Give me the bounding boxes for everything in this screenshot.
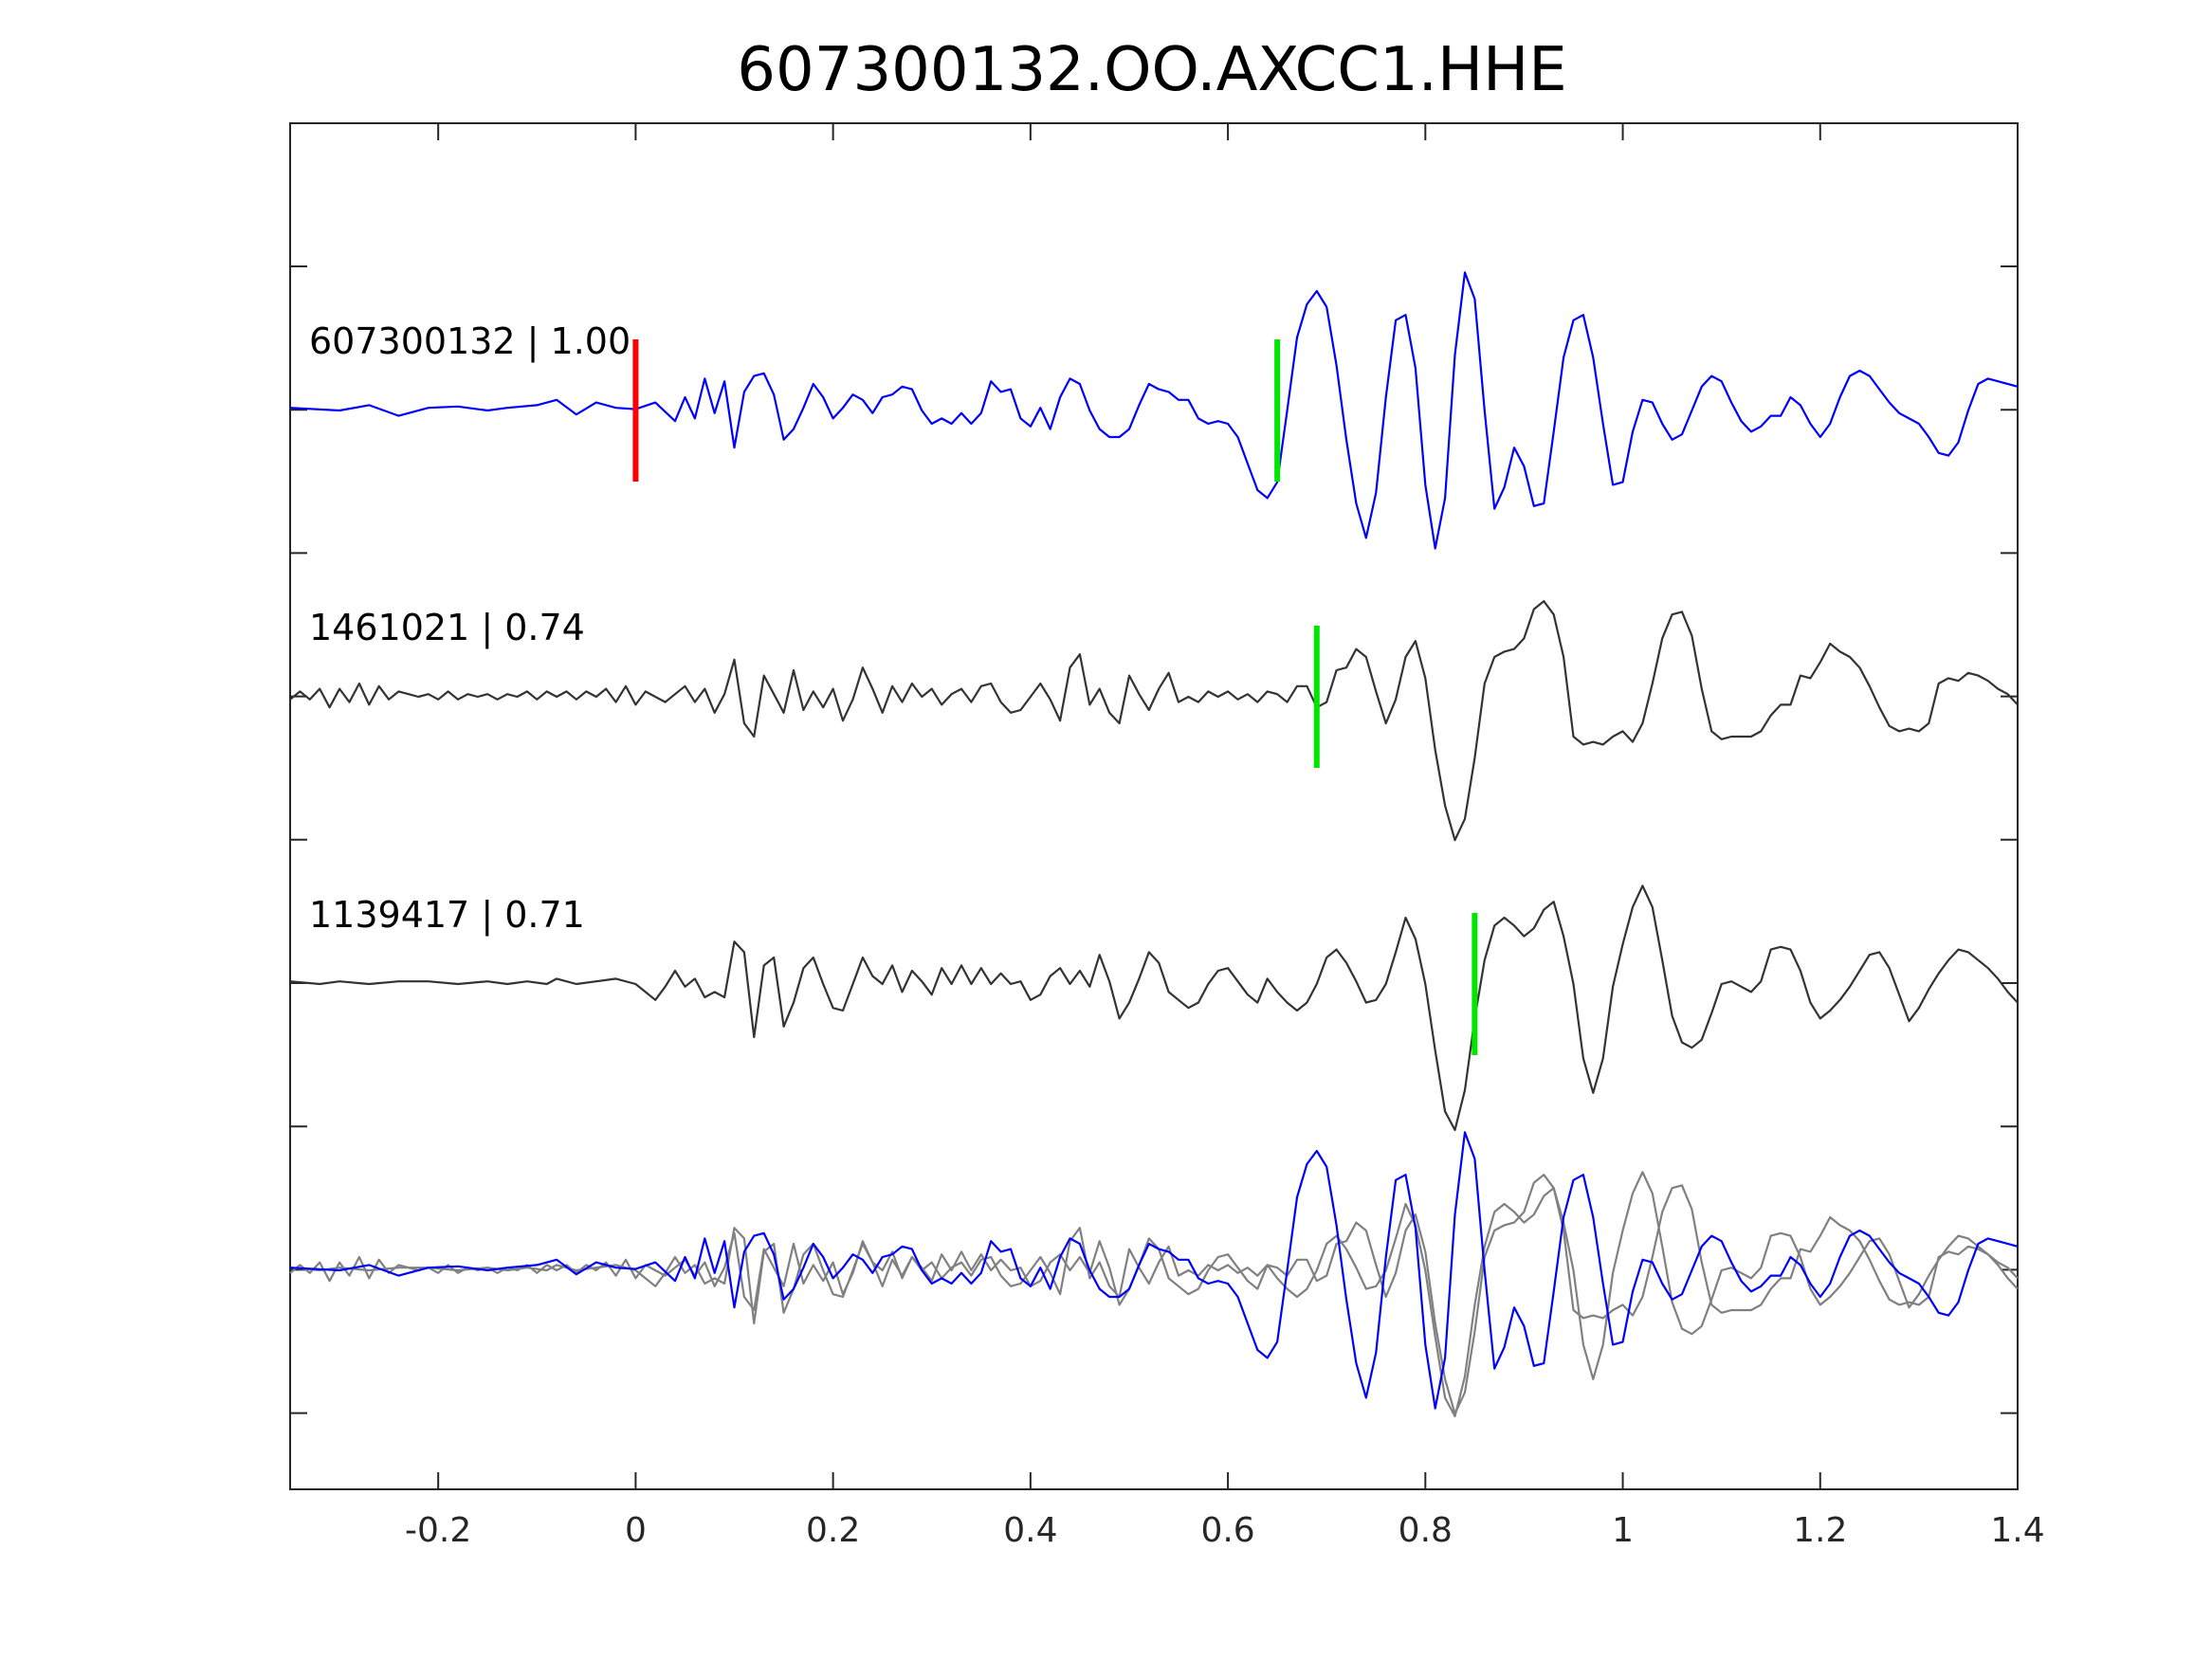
overlay-trace-line <box>289 1171 2019 1418</box>
x-axis: -0.2 0 0.2 0.4 0.6 0.8 1 1.2 1.4 <box>405 123 2045 1550</box>
overlay-template-line <box>289 1131 2019 1410</box>
trace-label: 1139417 | 0.71 <box>309 894 585 937</box>
x-tick-label: 0.2 <box>806 1511 860 1550</box>
trace-line <box>289 600 2019 842</box>
x-tick-label: 1 <box>1612 1511 1634 1550</box>
x-tick-label: 0.4 <box>1003 1511 1057 1550</box>
x-tick-label: 1.4 <box>1990 1511 2044 1550</box>
trace-line <box>289 271 2019 550</box>
trace-line <box>289 884 2019 1132</box>
x-tick-label: 0 <box>625 1511 647 1550</box>
x-tick-label: 0.8 <box>1398 1511 1453 1550</box>
trace-labels: 607300132 | 1.00 1461021 | 0.74 1139417 | … <box>309 320 631 937</box>
x-tick-label: -0.2 <box>405 1511 471 1550</box>
x-tick-label: 1.2 <box>1793 1511 1847 1550</box>
chart-title: 607300132.OO.AXCC1.HHE <box>737 35 1566 105</box>
x-tick-label: 0.6 <box>1200 1511 1254 1550</box>
phase-picks <box>632 339 1478 1055</box>
overlay-trace-line <box>289 1174 2019 1415</box>
trace-label: 1461021 | 0.74 <box>309 607 585 649</box>
y-axis-ticks <box>290 265 2018 1414</box>
trace-label: 607300132 | 1.00 <box>309 320 631 363</box>
plot-area-frame <box>289 122 2019 1490</box>
waveform-traces <box>289 271 2019 1418</box>
